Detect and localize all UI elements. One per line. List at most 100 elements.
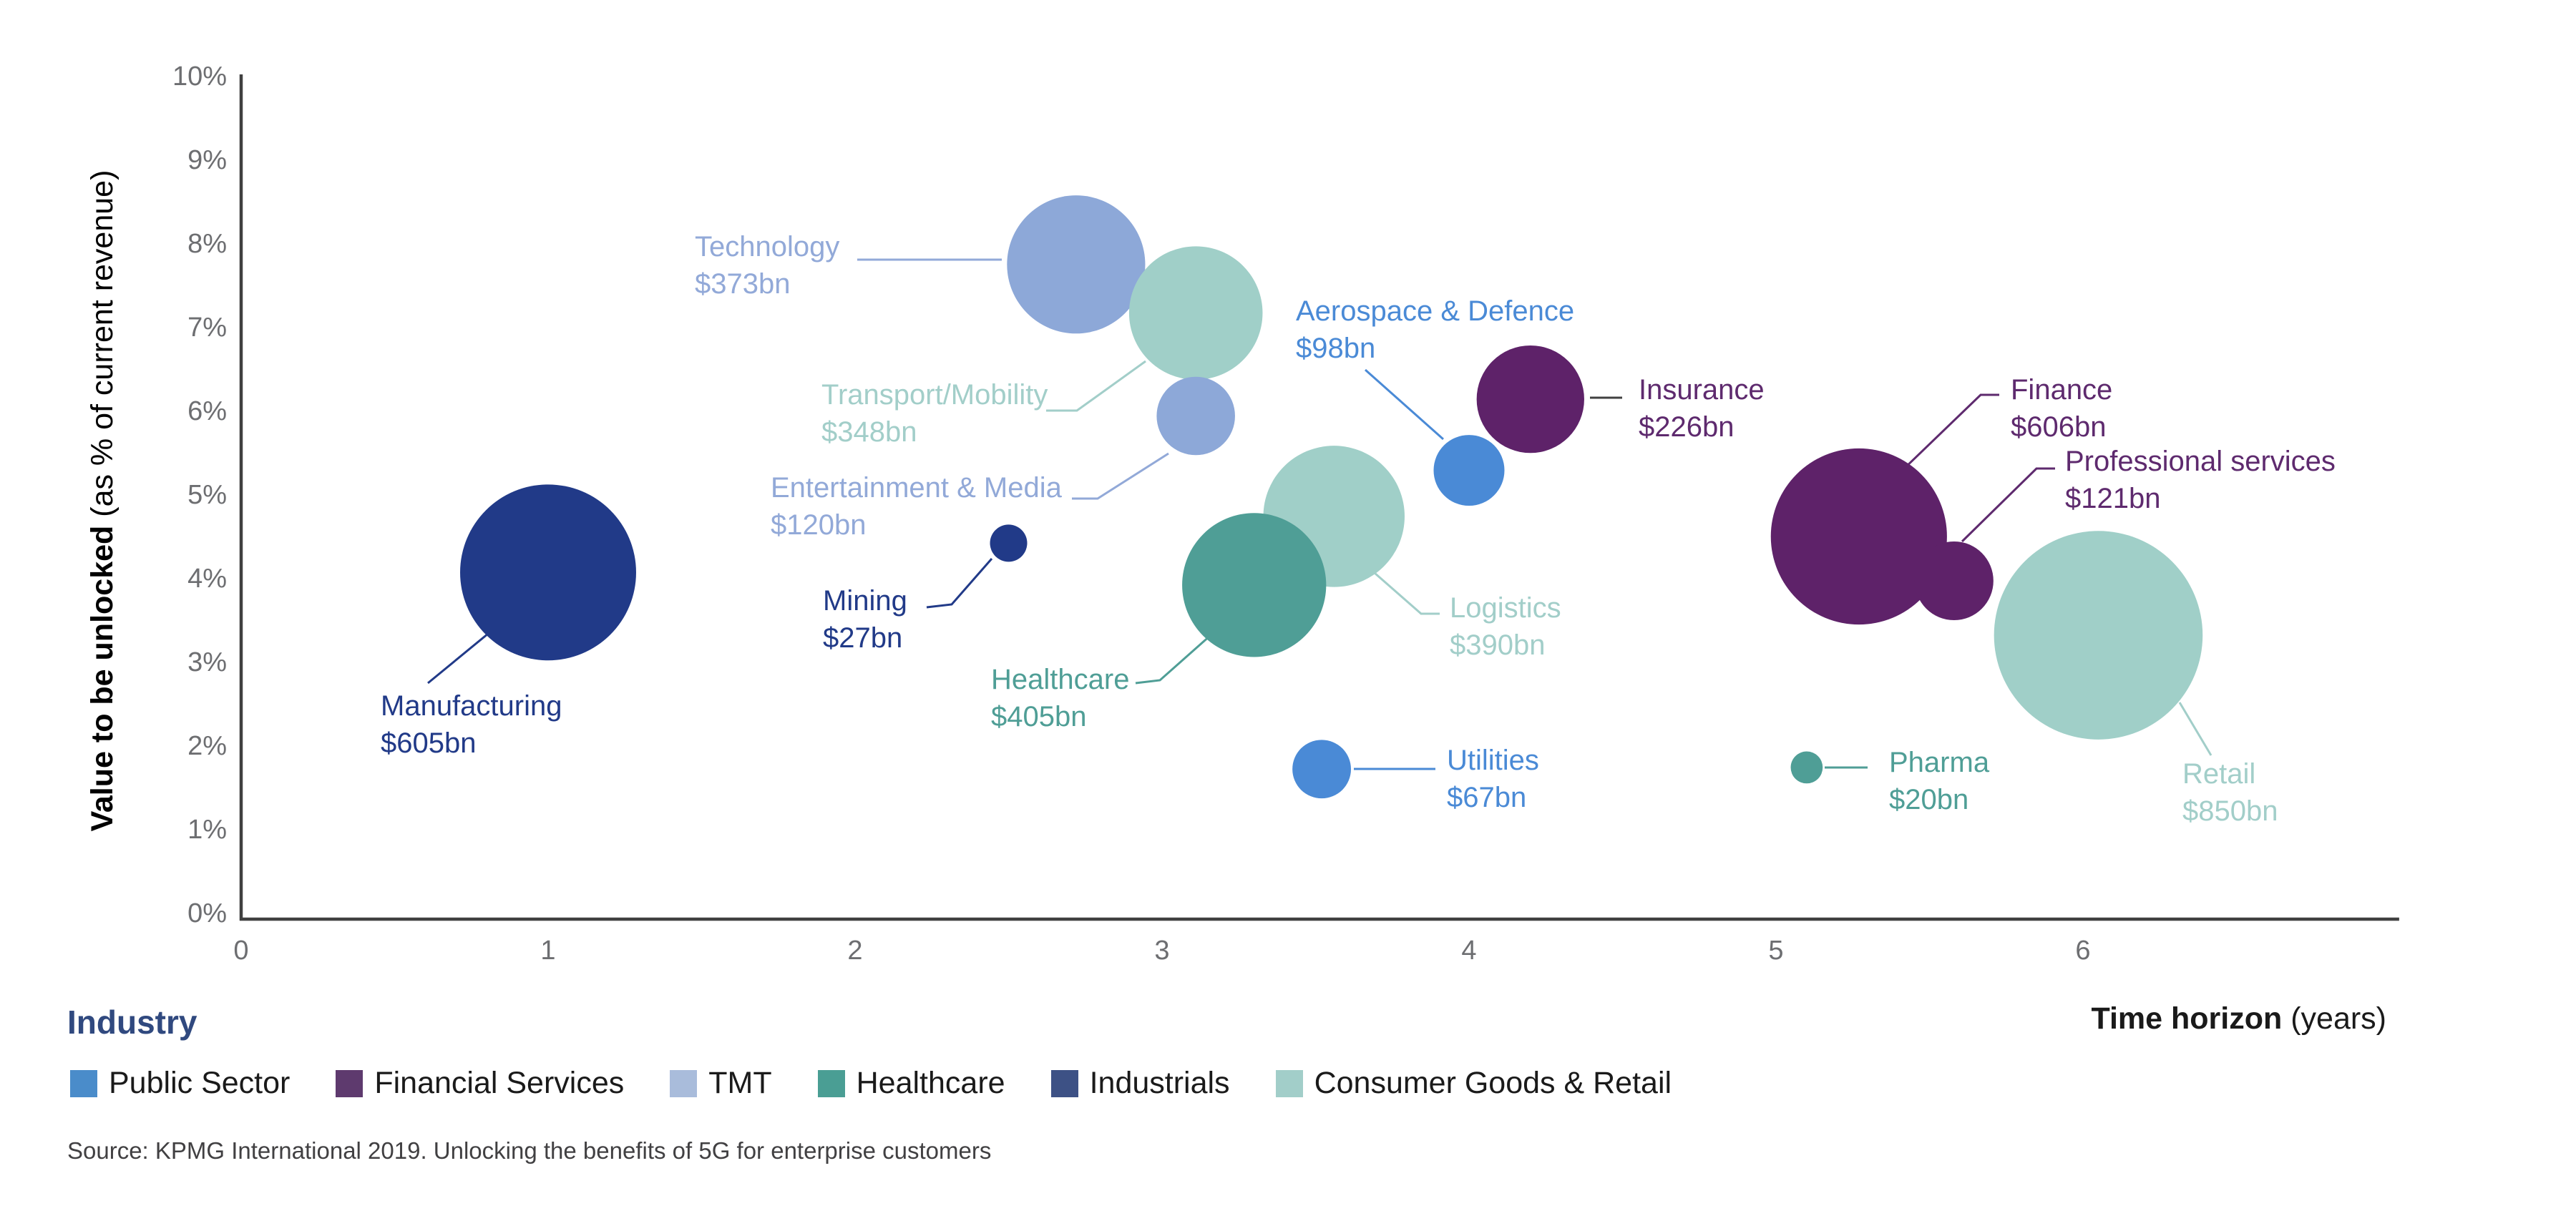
legend-item-public-sector: Public Sector (70, 1066, 290, 1101)
y-tick-9: 9% (187, 145, 227, 175)
bubble-entertainment-media[interactable] (1156, 376, 1235, 456)
y-tick-10: 10% (172, 62, 227, 92)
bubble-retail[interactable] (1994, 531, 2203, 740)
callout-industry-name: Healthcare (991, 664, 1130, 695)
bubble-pharma[interactable] (1790, 751, 1823, 784)
legend-swatch-consumer-goods-retail (1275, 1069, 1303, 1097)
y-axis-title-regular: (as % of current revenue) (85, 170, 119, 526)
y-tick-3: 3% (187, 647, 227, 677)
x-tick-1: 1 (540, 936, 556, 966)
callout-logistics: Logistics $390bn (1450, 589, 1561, 664)
callout-transport-mobility: Transport/Mobility $348bn (821, 376, 1048, 451)
bubble-utilities[interactable] (1292, 740, 1352, 799)
connector-mining (926, 558, 993, 609)
source-text: Source: KPMG International 2019. Unlocki… (67, 1137, 992, 1164)
x-axis-title-regular: (years) (2282, 1001, 2386, 1036)
legend-item-financial-services: Financial Services (336, 1066, 624, 1101)
callout-value: $605bn (381, 727, 477, 759)
legend: Public Sector Financial Services TMT Health… (70, 1066, 1717, 1101)
callout-entertainment-media: Entertainment & Media $120bn (771, 469, 1062, 544)
y-tick-6: 6% (187, 396, 227, 426)
callout-value: $226bn (1639, 411, 1735, 443)
callout-industry-name: Retail (2182, 758, 2256, 790)
connector-aerospace-defence (1365, 368, 1444, 441)
callout-value: $390bn (1450, 629, 1546, 661)
callout-insurance: Insurance $226bn (1639, 371, 1765, 446)
callout-industry-name: Logistics (1450, 592, 1561, 624)
callout-mining: Mining $27bn (823, 582, 907, 657)
bubble-technology[interactable] (1007, 195, 1146, 334)
connector-retail (2178, 702, 2212, 756)
y-tick-2: 2% (187, 731, 227, 761)
y-axis-title: Value to be unlocked (as % of current re… (85, 0, 125, 1001)
callout-value: $373bn (695, 268, 791, 300)
callout-industry-name: Aerospace & Defence (1296, 295, 1575, 327)
y-tick-7: 7% (187, 313, 227, 343)
legend-item-healthcare: Healthcare (817, 1066, 1005, 1101)
bubble-healthcare[interactable] (1182, 513, 1327, 657)
legend-label: Consumer Goods & Retail (1314, 1066, 1672, 1100)
callout-value: $405bn (991, 701, 1087, 732)
bubble-transport-mobility[interactable] (1128, 246, 1263, 380)
x-tick-3: 3 (1154, 936, 1170, 966)
callout-pharma: Pharma $20bn (1889, 744, 1989, 818)
bubble-aerospace-defence[interactable] (1433, 435, 1505, 506)
callout-value: $348bn (821, 416, 917, 448)
y-tick-1: 1% (187, 815, 227, 845)
y-tick-8: 8% (187, 229, 227, 259)
legend-swatch-financial-services (336, 1069, 364, 1097)
callout-finance: Finance $606bn (2011, 371, 2112, 446)
callout-aerospace-defence: Aerospace & Defence $98bn (1296, 293, 1574, 367)
y-tick-5: 5% (187, 480, 227, 510)
x-axis-title-bold: Time horizon (2091, 1001, 2283, 1036)
bubble-manufacturing[interactable] (460, 484, 636, 661)
callout-value: $98bn (1296, 333, 1376, 364)
connector-transport-mobility (1046, 360, 1146, 412)
callout-technology: Technology $373bn (695, 228, 839, 303)
connector-manufacturing (427, 632, 489, 685)
connector-entertainment-media (1072, 452, 1169, 500)
bubble-finance[interactable] (1770, 448, 1947, 625)
callout-industry-name: Manufacturing (381, 690, 562, 722)
legend-item-consumer-goods-retail: Consumer Goods & Retail (1275, 1066, 1672, 1101)
x-tick-0: 0 (233, 936, 249, 966)
y-axis-title-bold: Value to be unlocked (85, 525, 119, 832)
callout-industry-name: Insurance (1639, 374, 1765, 406)
callout-retail: Retail $850bn (2182, 755, 2278, 830)
connector-logistics (1368, 567, 1440, 615)
connector-professional-services (1961, 467, 2055, 543)
legend-label: Industrials (1089, 1066, 1230, 1100)
legend-swatch-public-sector (70, 1069, 97, 1097)
bubble-professional-services[interactable] (1914, 541, 1994, 620)
callout-value: $27bn (823, 622, 903, 654)
legend-item-tmt: TMT (670, 1066, 772, 1101)
callout-value: $121bn (2065, 483, 2161, 514)
y-tick-0: 0% (187, 898, 227, 928)
legend-label: Public Sector (109, 1066, 291, 1100)
legend-label: Financial Services (374, 1066, 625, 1100)
connector-healthcare (1135, 634, 1211, 685)
callout-industry-name: Mining (823, 585, 907, 617)
callout-manufacturing: Manufacturing $605bn (381, 687, 562, 762)
callout-value: $850bn (2182, 795, 2278, 827)
callout-industry-name: Technology (695, 231, 840, 263)
legend-swatch-healthcare (817, 1069, 845, 1097)
callout-value: $67bn (1447, 782, 1527, 813)
callout-industry-name: Utilities (1447, 745, 1539, 776)
bubble-mining[interactable] (990, 524, 1028, 562)
legend-label: TMT (708, 1066, 772, 1100)
legend-label: Healthcare (856, 1066, 1005, 1100)
callout-professional-services: Professional services $121bn (2065, 443, 2336, 517)
callout-industry-name: Entertainment & Media (771, 472, 1062, 504)
connector-finance (1901, 393, 1999, 472)
legend-swatch-industrials (1050, 1069, 1078, 1097)
callout-industry-name: Professional services (2065, 446, 2336, 477)
bubble-insurance[interactable] (1476, 345, 1584, 453)
callout-industry-name: Finance (2011, 374, 2113, 406)
y-tick-4: 4% (187, 564, 227, 594)
x-axis-title: Time horizon (years) (2091, 1001, 2386, 1036)
callout-healthcare: Healthcare $405bn (991, 661, 1129, 735)
callout-utilities: Utilities $67bn (1447, 742, 1539, 816)
